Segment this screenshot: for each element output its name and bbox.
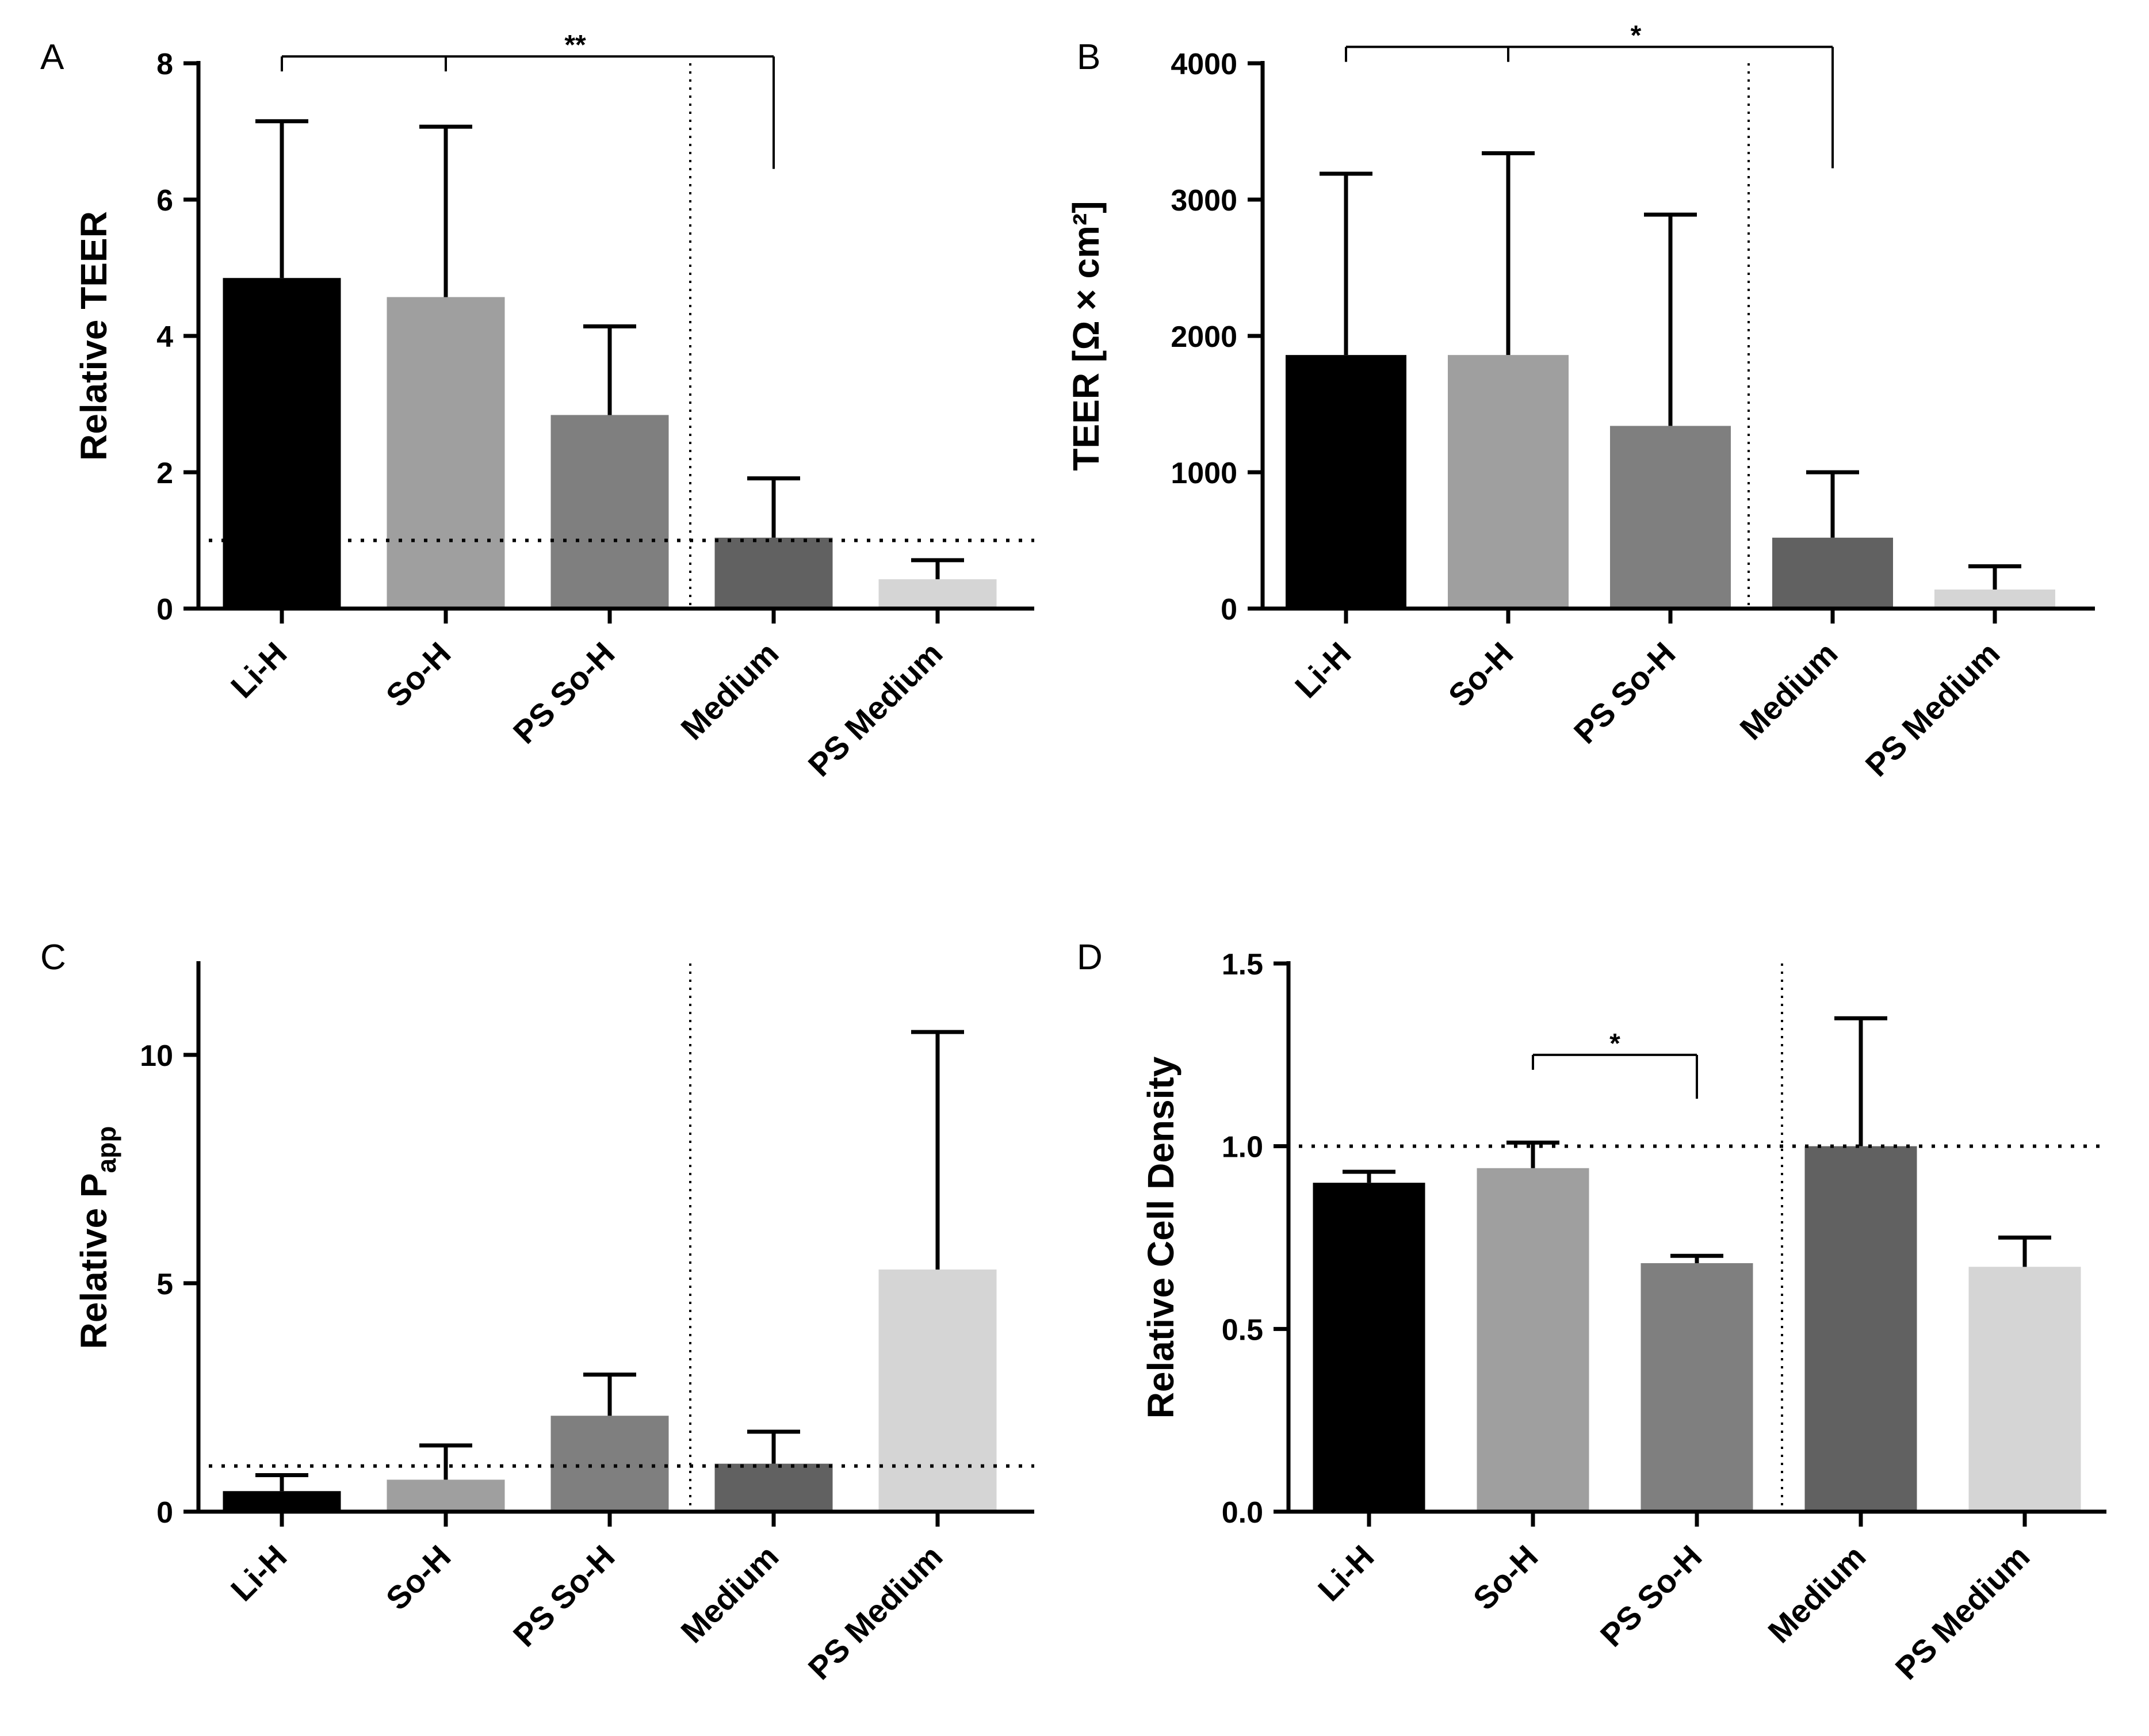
- y-tick-label: 4000: [1171, 48, 1237, 81]
- panel-letter: C: [40, 938, 66, 977]
- y-tick-label: 2000: [1171, 320, 1237, 354]
- category-label: So-H: [1441, 635, 1520, 714]
- panel-letter: A: [40, 37, 64, 77]
- bar: [1286, 355, 1406, 609]
- panel-letter: D: [1077, 938, 1103, 977]
- category-label: PS So-H: [1593, 1538, 1709, 1654]
- y-tick-label: 4: [156, 320, 173, 354]
- panel-letter: B: [1077, 37, 1100, 77]
- bar: [550, 415, 669, 609]
- y-tick-label: 0: [156, 593, 173, 626]
- bar: [1772, 537, 1893, 609]
- category-label: Medium: [1733, 635, 1844, 747]
- y-tick-label: 10: [140, 1039, 173, 1073]
- category-label: Medium: [1761, 1538, 1872, 1650]
- significance-label: *: [1609, 1028, 1620, 1059]
- y-tick-label: 6: [156, 184, 173, 217]
- panel-d: D 0.0 0.5 1.0 1.5 Li-H So-H PS So-H Medium PS Med…: [1077, 938, 2106, 1687]
- significance-bracket: *: [1345, 21, 1834, 169]
- category-label: So-H: [1466, 1538, 1545, 1617]
- category-label: PS Medium: [1888, 1538, 2037, 1687]
- y-axis-title: Relative TEER: [73, 211, 114, 461]
- category-label: So-H: [379, 635, 458, 714]
- category-label: PS Medium: [801, 1538, 950, 1687]
- significance-label: *: [1631, 21, 1642, 51]
- y-axis-title: TEER [Ω × cm²]: [1065, 201, 1107, 471]
- bar: [1610, 426, 1731, 609]
- y-tick-label: 1.5: [1222, 948, 1263, 981]
- bar: [1477, 1168, 1589, 1512]
- category-label: PS So-H: [1567, 635, 1683, 751]
- significance-bracket: *: [1532, 1028, 1698, 1099]
- bar: [1934, 589, 2055, 609]
- bar: [714, 537, 833, 609]
- significance-bracket: **: [281, 30, 775, 169]
- y-tick-label: 1000: [1171, 457, 1237, 490]
- bar: [878, 1270, 997, 1512]
- category-label: Li-H: [1311, 1538, 1381, 1608]
- bar: [1641, 1263, 1753, 1512]
- y-axis-title: Relative Papp: [73, 1126, 121, 1349]
- y-tick-label: 8: [156, 48, 173, 81]
- bar: [387, 1479, 505, 1512]
- category-label: Li-H: [224, 635, 294, 705]
- bar: [1804, 1146, 1917, 1512]
- category-label: Medium: [674, 635, 785, 747]
- bar: [1448, 355, 1569, 609]
- bar: [550, 1416, 669, 1512]
- category-label: PS So-H: [506, 635, 622, 751]
- y-tick-label: 0: [156, 1496, 173, 1529]
- category-label: PS So-H: [506, 1538, 622, 1654]
- y-axis-title-main: Relative P: [73, 1173, 114, 1349]
- bar: [387, 297, 505, 609]
- y-tick-label: 0: [1221, 593, 1237, 626]
- y-axis-title: Relative Cell Density: [1140, 1056, 1181, 1418]
- bar: [878, 579, 997, 609]
- panel-c: C 0 5 10 Li-H So-H PS So-H Medium PS Medium Relat…: [40, 938, 1034, 1687]
- y-tick-label: 0.5: [1222, 1313, 1263, 1347]
- category-label: So-H: [379, 1538, 458, 1617]
- y-axis-title-subscript: app: [91, 1126, 121, 1173]
- category-label: Li-H: [1288, 635, 1358, 705]
- y-tick-label: 0.0: [1222, 1496, 1263, 1529]
- category-label: PS Medium: [1859, 635, 2007, 783]
- panel-a: A 0 2 4 6 8 Li-H So-H PS So-H Medium PS Medium Rela…: [40, 30, 1034, 783]
- significance-label: **: [564, 30, 586, 60]
- bar: [223, 1491, 341, 1512]
- category-label: Li-H: [224, 1538, 294, 1608]
- y-tick-label: 2: [156, 457, 173, 490]
- bar: [1968, 1267, 2081, 1512]
- y-tick-label: 3000: [1171, 184, 1237, 217]
- panel-b: B 0 1000 2000 3000 4000 Li-H So-H PS So-H Medium P…: [1065, 21, 2095, 783]
- y-tick-label: 1.0: [1222, 1131, 1263, 1164]
- bar: [1313, 1183, 1425, 1512]
- category-label: Medium: [674, 1538, 785, 1650]
- y-tick-label: 5: [156, 1268, 173, 1301]
- category-label: PS Medium: [801, 635, 950, 783]
- bar: [714, 1463, 833, 1512]
- bar: [223, 278, 341, 609]
